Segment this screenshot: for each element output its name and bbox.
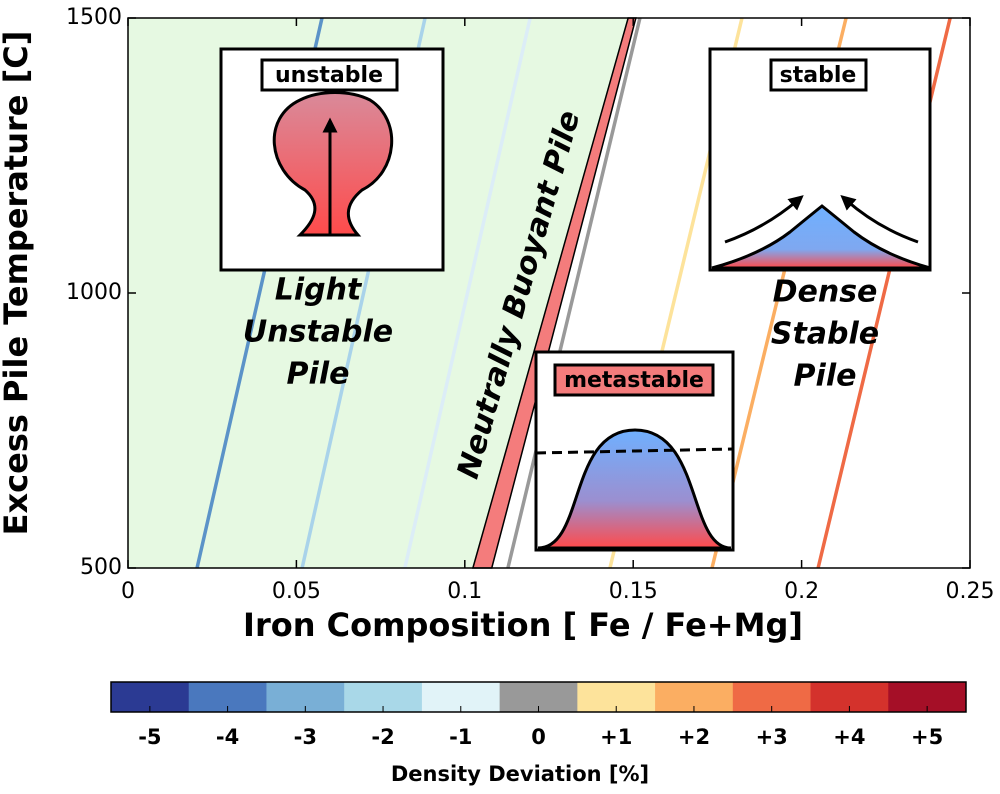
colorbar-tick-label: -1	[449, 725, 472, 749]
x-tick-label: 0.25	[946, 579, 995, 604]
y-tick-label: 500	[80, 555, 122, 580]
label-box	[260, 58, 399, 92]
iso-density-line	[506, 17, 642, 569]
colorbar-tick-label: +1	[600, 725, 632, 749]
pile-shape	[711, 204, 931, 270]
pile-annotation: Pile	[287, 357, 350, 392]
colorbar: -5 -4 -3 -2 -1 0 +1 +2 +3 +4 +5 Density Deviation […	[110, 681, 967, 786]
colorbar-label: Density Deviation [%]	[391, 762, 649, 786]
colorbar-tick-label: -3	[294, 725, 317, 749]
arrow	[840, 195, 919, 244]
plume-shape	[272, 91, 394, 237]
colorbar-tick-label: 0	[531, 725, 546, 749]
arrow	[724, 195, 804, 244]
pile-annotation: Stable	[771, 317, 879, 352]
iso-density-line	[403, 17, 532, 569]
x-tick-label: 0.05	[272, 579, 321, 604]
inset-label: stable	[780, 63, 857, 88]
dashed-line	[535, 447, 734, 455]
inset-label: unstable	[275, 63, 383, 88]
x-tick-label: 0.2	[784, 579, 819, 604]
pile-annotation: Dense	[773, 275, 878, 310]
colorbar-tick-label: +2	[678, 725, 710, 749]
colorbar-tick-label: -2	[371, 725, 394, 749]
y-tick-label: 1000	[66, 280, 122, 305]
colorbar-tick-label: +3	[756, 725, 788, 749]
pile-annotation: Pile	[794, 359, 857, 394]
pile-annotation: Light	[275, 273, 363, 308]
pile-annotation: Unstable	[243, 315, 393, 350]
insets: unstable stable metastable Light Unstable…	[219, 47, 932, 552]
label-box	[769, 58, 868, 92]
pile-shape	[537, 428, 732, 550]
x-tick-label: 0	[121, 579, 135, 604]
y-axis-label: Excess Pile Temperature [C]	[0, 31, 35, 536]
colorbar-tick-label: +5	[911, 725, 943, 749]
x-tick-label: 0.1	[447, 579, 482, 604]
x-tick-label: 0.15	[609, 579, 658, 604]
y-tick-label: 1500	[66, 5, 122, 30]
label-box	[553, 363, 715, 397]
colorbar-tick-label: -4	[216, 725, 239, 749]
x-axis-label: Iron Composition [ Fe / Fe+Mg]	[243, 606, 803, 644]
colorbar-tick-label: -5	[138, 725, 161, 749]
inset-label: metastable	[564, 368, 704, 393]
colorbar-tick-label: +4	[833, 725, 865, 749]
